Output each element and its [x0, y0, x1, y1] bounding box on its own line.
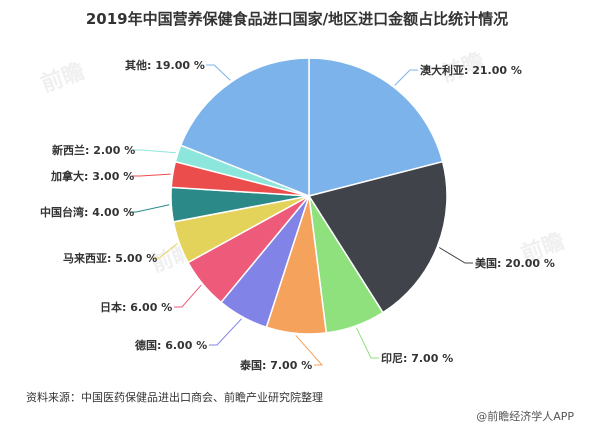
slice-label-6: 日本: 6.00 %	[100, 300, 172, 314]
pie-slice-2	[307, 160, 448, 314]
slice-label-8: 中国台湾: 4.00 %	[40, 205, 134, 219]
slice-label-11: 其他: 19.00 %	[125, 58, 205, 72]
brand-credit: @前瞻经济学人APP	[476, 410, 574, 423]
slice-label-10: 新西兰: 2.00 %	[52, 143, 135, 157]
leader-line-6	[174, 284, 202, 308]
leader-line-10	[133, 149, 176, 154]
slice-label-9: 加拿大: 3.00 %	[50, 169, 134, 183]
slice-label-1: 澳大利亚: 21.00 %	[420, 63, 522, 77]
leader-line-1	[394, 69, 418, 86]
slice-label-2: 美国: 20.00 %	[475, 256, 555, 270]
source-note: 资料来源：中国医药保健品进出口商会、前瞻产业研究院整理	[26, 391, 323, 404]
slice-label-4: 泰国: 7.00 %	[239, 358, 312, 372]
leader-line-2	[438, 247, 473, 264]
pie-slice-11	[179, 57, 310, 198]
leader-line-4	[295, 335, 324, 366]
chart-title: 2019年中国营养保健食品进口国家/地区进口金额占比统计情况	[85, 10, 509, 28]
leader-line-3	[355, 327, 379, 359]
leader-line-11	[206, 64, 231, 81]
slice-label-5: 德国: 6.00 %	[134, 338, 207, 352]
leader-line-7	[151, 243, 178, 259]
leader-line-8	[128, 204, 170, 213]
leader-line-5	[209, 318, 242, 346]
slice-label-3: 印尼: 7.00 %	[381, 352, 453, 365]
slice-label-7: 马来西亚: 5.00 %	[63, 251, 157, 265]
leader-line-9	[132, 173, 171, 177]
pie-slice-1	[308, 57, 444, 197]
